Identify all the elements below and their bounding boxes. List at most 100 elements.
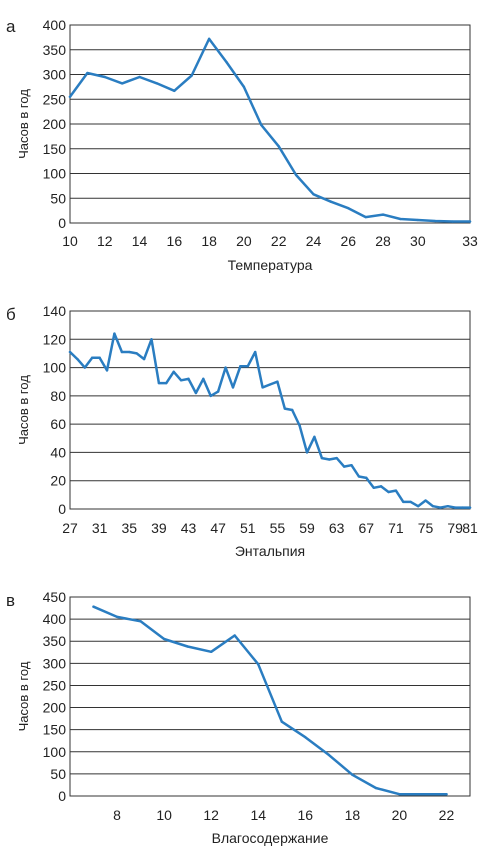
x-axis-label: Температура <box>228 257 313 273</box>
y-tick-label: 80 <box>50 388 66 404</box>
y-tick-label: 140 <box>43 303 67 319</box>
plot-frame <box>69 596 471 797</box>
data-point <box>416 218 420 222</box>
data-point <box>365 476 368 480</box>
y-tick-label: 150 <box>43 141 67 157</box>
x-tick-label: 55 <box>270 520 286 536</box>
data-point <box>128 350 131 354</box>
data-point <box>253 350 257 354</box>
y-tick-label: 250 <box>43 91 67 107</box>
x-tick-label: 51 <box>240 520 256 536</box>
data-point <box>305 451 309 454</box>
data-point <box>347 206 350 210</box>
data-point <box>113 332 116 335</box>
data-point <box>312 193 315 196</box>
data-point <box>431 504 435 508</box>
y-tick-label: 40 <box>50 444 66 460</box>
data-point <box>150 338 153 341</box>
y-tick-label: 250 <box>43 677 67 693</box>
x-tick-label: 10 <box>156 807 172 823</box>
x-tick-label: 28 <box>375 233 391 249</box>
data-point <box>162 637 166 641</box>
data-point <box>374 786 378 790</box>
data-point <box>209 394 212 398</box>
x-tick-label: 14 <box>250 807 266 823</box>
y-axis-label: Часов в год <box>16 89 31 159</box>
data-point <box>172 370 175 374</box>
y-tick-label: 200 <box>43 700 67 716</box>
chart-panel-3: 0 50 100 150 200 250 300 350 400 450 8 10 12 14 16 18 20… <box>6 589 471 846</box>
y-tick-label: 400 <box>43 17 67 33</box>
data-point <box>372 486 375 489</box>
data-point <box>239 364 242 368</box>
data-point <box>329 200 333 203</box>
y-tick-label: 0 <box>58 501 66 517</box>
data-point <box>242 85 246 89</box>
chart-panel-2: 0 20 40 60 80 100 120 140 27 31 35 39 43 47 51 55 59 63 67… <box>6 303 478 559</box>
data-point <box>280 720 283 723</box>
x-tick-label: 81 <box>462 520 478 536</box>
data-point <box>283 407 287 410</box>
x-tick-label: 63 <box>329 520 345 536</box>
data-point <box>402 500 405 504</box>
x-tick-label: 43 <box>181 520 197 536</box>
data-point <box>276 380 279 383</box>
data-point <box>468 506 472 509</box>
data-point <box>91 356 94 359</box>
x-tick-label: 22 <box>271 233 287 249</box>
data-point <box>357 475 361 478</box>
data-point <box>115 615 119 619</box>
data-point <box>187 377 190 381</box>
y-tick-label: 300 <box>43 655 67 671</box>
y-tick-label: 100 <box>43 360 67 376</box>
data-point <box>157 381 161 385</box>
data-point <box>379 485 383 488</box>
y-tick-label: 60 <box>50 416 66 432</box>
panel-label: в <box>6 591 15 610</box>
y-tick-label: 50 <box>50 190 66 206</box>
data-point <box>424 499 427 502</box>
data-point <box>364 215 367 219</box>
data-point <box>233 634 236 637</box>
series-line <box>92 605 448 796</box>
plot-frame <box>69 310 471 510</box>
y-tick-label: 0 <box>58 788 66 804</box>
data-point <box>202 377 205 381</box>
data-point <box>103 75 106 79</box>
data-point <box>294 173 298 177</box>
data-point <box>387 490 390 494</box>
x-tick-label: 39 <box>151 520 167 536</box>
data-point <box>257 663 260 666</box>
plot-frame <box>69 24 471 224</box>
data-point <box>225 60 228 64</box>
data-point <box>446 504 449 508</box>
y-axis-label: Часов в год <box>16 661 31 731</box>
x-tick-label: 18 <box>345 807 361 823</box>
data-point <box>231 386 235 389</box>
y-tick-label: 100 <box>43 744 67 760</box>
y-axis-label: Часов в год <box>16 375 31 445</box>
x-tick-label: 12 <box>97 233 113 249</box>
y-tick-label: 400 <box>43 611 67 627</box>
x-tick-label: 67 <box>359 520 375 536</box>
x-tick-label: 16 <box>298 807 314 823</box>
data-point <box>394 489 398 492</box>
data-point <box>246 364 249 368</box>
y-tick-label: 20 <box>50 473 66 489</box>
data-point <box>86 71 89 75</box>
data-point <box>207 37 211 41</box>
panel-label: а <box>6 17 16 36</box>
data-point <box>135 352 138 355</box>
x-tick-label: 8 <box>113 807 121 823</box>
data-point <box>445 793 448 796</box>
x-axis-label: Энтальпия <box>235 543 305 559</box>
x-tick-label: 35 <box>121 520 137 536</box>
data-point <box>313 435 316 439</box>
y-tick-label: 200 <box>43 116 67 132</box>
data-point <box>434 219 437 223</box>
data-point <box>304 735 307 739</box>
data-point <box>327 753 331 757</box>
x-tick-label: 18 <box>201 233 217 249</box>
data-point <box>453 506 457 509</box>
